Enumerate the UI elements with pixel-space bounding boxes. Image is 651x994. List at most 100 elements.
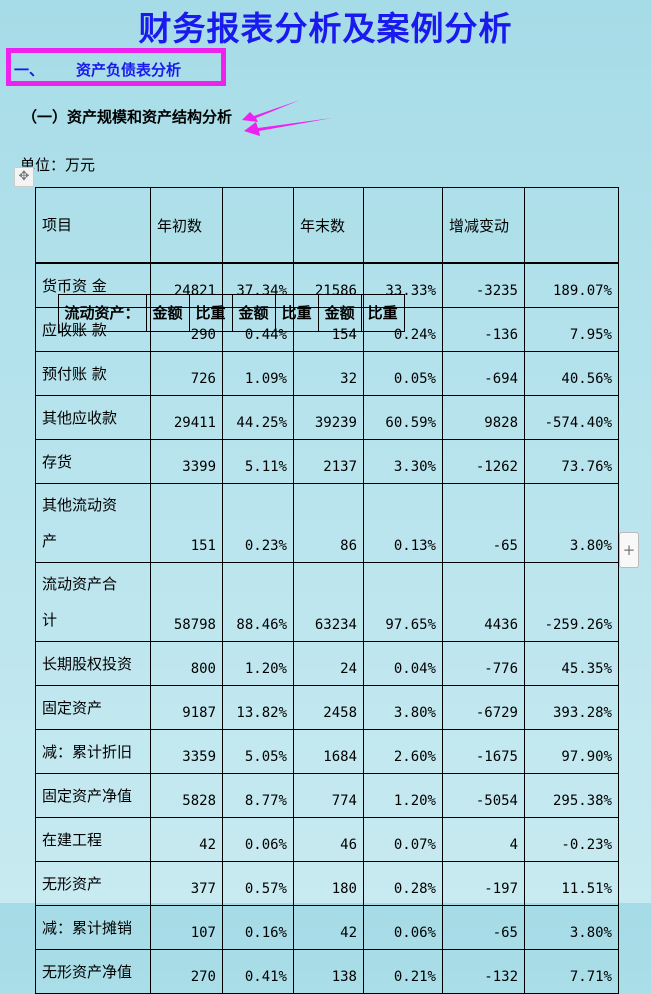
table-cell: 增减变动 (442, 187, 525, 263)
table-cell: 1.09% (222, 351, 294, 396)
subsection-heading: （一）资产规模和资产结构分析 (22, 108, 233, 126)
table-cell: -259.26% (524, 562, 619, 642)
table-cell: 377 (150, 861, 223, 906)
table-cell: -5054 (442, 773, 525, 818)
table-cell: 0.41% (222, 949, 294, 994)
table-cell: 295.38% (524, 773, 619, 818)
plus-icon[interactable]: + (619, 532, 639, 568)
table-cell: 726 (150, 351, 223, 396)
row-label-cell: 减：累计摊销 (35, 905, 151, 950)
table-cell: 年末数 (293, 187, 364, 263)
table-cell: -6729 (442, 685, 525, 730)
table-cell: 138 (293, 949, 364, 994)
table-cell: 270 (150, 949, 223, 994)
row-label-cell: 存货 (35, 439, 151, 484)
row-label-cell: 无形资产净值 (35, 949, 151, 994)
subheader-row: 流动资产： 金额 比重 金额 比重 金额 比重 (57, 293, 405, 332)
table-cell: 40.56% (524, 351, 619, 396)
table-cell: 11.51% (524, 861, 619, 906)
table-cell (222, 187, 294, 263)
table-cell: 13.82% (222, 685, 294, 730)
unit-label: 单位：万元 (20, 156, 96, 174)
table-row: 无形资产 377 0.57% 180 0.28% -197 11.51% (35, 861, 619, 906)
table-cell: 0.13% (363, 483, 443, 563)
table-cell: 9187 (150, 685, 223, 730)
table-cell: 63234 (293, 562, 364, 642)
table-cell: 1684 (293, 729, 364, 774)
table-cell: 5.05% (222, 729, 294, 774)
table-cell: 45.35% (524, 641, 619, 686)
table-row: 流动资产合 计 58798 88.46% 63234 97.65% 4436 -259.26… (35, 562, 619, 642)
table-cell: 0.06% (222, 817, 294, 862)
table-cell: 0.28% (363, 861, 443, 906)
table-row: 固定资产净值 5828 8.77% 774 1.20% -5054 295.38% (35, 773, 619, 818)
row-label-cell: 减：累计折旧 (35, 729, 151, 774)
table-cell: 3.80% (524, 905, 619, 950)
table-cell: 774 (293, 773, 364, 818)
table-cell: 年初数 (150, 187, 223, 263)
table-cell: 393.28% (524, 685, 619, 730)
table-cell: 73.76% (524, 439, 619, 484)
table-cell (524, 187, 619, 263)
table-cell: 0.06% (363, 905, 443, 950)
row-label-cell: 无形资产 (35, 861, 151, 906)
table-cell: 2458 (293, 685, 364, 730)
table-cell: 3359 (150, 729, 223, 774)
section-number: 一、 (14, 61, 45, 79)
table-cell: 97.90% (524, 729, 619, 774)
table-cell: 32 (293, 351, 364, 396)
section-heading: 资产负债表分析 (76, 61, 182, 79)
table-cell: 42 (150, 817, 223, 862)
table-cell: 46 (293, 817, 364, 862)
table-row: 减：累计折旧 3359 5.05% 1684 2.60% -1675 97.90% (35, 729, 619, 774)
row-label-cell: 流动资产合 计 (35, 562, 151, 642)
table-row: 长期股权投资 800 1.20% 24 0.04% -776 45.35% (35, 641, 619, 686)
header-row: 项目 年初数 年末数 增减变动 (35, 187, 619, 263)
table-cell: -197 (442, 861, 525, 906)
table-cell: -136 (442, 307, 525, 352)
table-cell: 5.11% (222, 439, 294, 484)
table-cell: 44.25% (222, 395, 294, 440)
table-cell: -3235 (442, 263, 525, 308)
table-row: 固定资产 9187 13.82% 2458 3.80% -6729 393.28% (35, 685, 619, 730)
table-cell: 58798 (150, 562, 223, 642)
row-label-cell: 其他应收款 (35, 395, 151, 440)
table-cell: 151 (150, 483, 223, 563)
row-label-cell: 在建工程 (35, 817, 151, 862)
table-cell: 0.07% (363, 817, 443, 862)
table-cell: 2137 (293, 439, 364, 484)
row-label-cell: 流动资产： (57, 293, 147, 332)
row-label-cell: 项目 (35, 187, 151, 263)
table-cell: 0.23% (222, 483, 294, 563)
row-label-cell: 其他流动资 产 (35, 483, 151, 563)
move-icon[interactable]: ✥ (14, 167, 34, 187)
table-cell: 189.07% (524, 263, 619, 308)
table-cell: 97.65% (363, 562, 443, 642)
table-cell: -776 (442, 641, 525, 686)
table-cell: 7.71% (524, 949, 619, 994)
table-cell: 24 (293, 641, 364, 686)
table-cell: 29411 (150, 395, 223, 440)
table-cell: 3.80% (524, 483, 619, 563)
table-cell: -65 (442, 905, 525, 950)
table-cell (363, 187, 443, 263)
table-row: 在建工程 42 0.06% 46 0.07% 4 -0.23% (35, 817, 619, 862)
table-cell: 8.77% (222, 773, 294, 818)
table-row: 无形资产净值 270 0.41% 138 0.21% -132 7.71% (35, 949, 619, 994)
highlight-box (6, 48, 226, 86)
table-cell: 1.20% (363, 773, 443, 818)
table-cell: 86 (293, 483, 364, 563)
table-cell: -574.40% (524, 395, 619, 440)
table-cell: 金额 (145, 293, 190, 332)
table-cell: 88.46% (222, 562, 294, 642)
table-cell: -132 (442, 949, 525, 994)
table-cell: 4436 (442, 562, 525, 642)
table-cell: 3399 (150, 439, 223, 484)
balance-sheet-table: 项目 年初数 年末数 增减变动 流动资产： 金额 比重 金额 比重 金额 比重 货币资 金 24821 3… (35, 187, 619, 994)
document-title: 财务报表分析及案例分析 (138, 9, 513, 48)
table-cell: 比重 (188, 293, 233, 332)
table-cell: 7.95% (524, 307, 619, 352)
table-cell: 3.80% (363, 685, 443, 730)
table-row: 其他流动资 产 151 0.23% 86 0.13% -65 3.80% (35, 483, 619, 563)
table-cell: 0.16% (222, 905, 294, 950)
